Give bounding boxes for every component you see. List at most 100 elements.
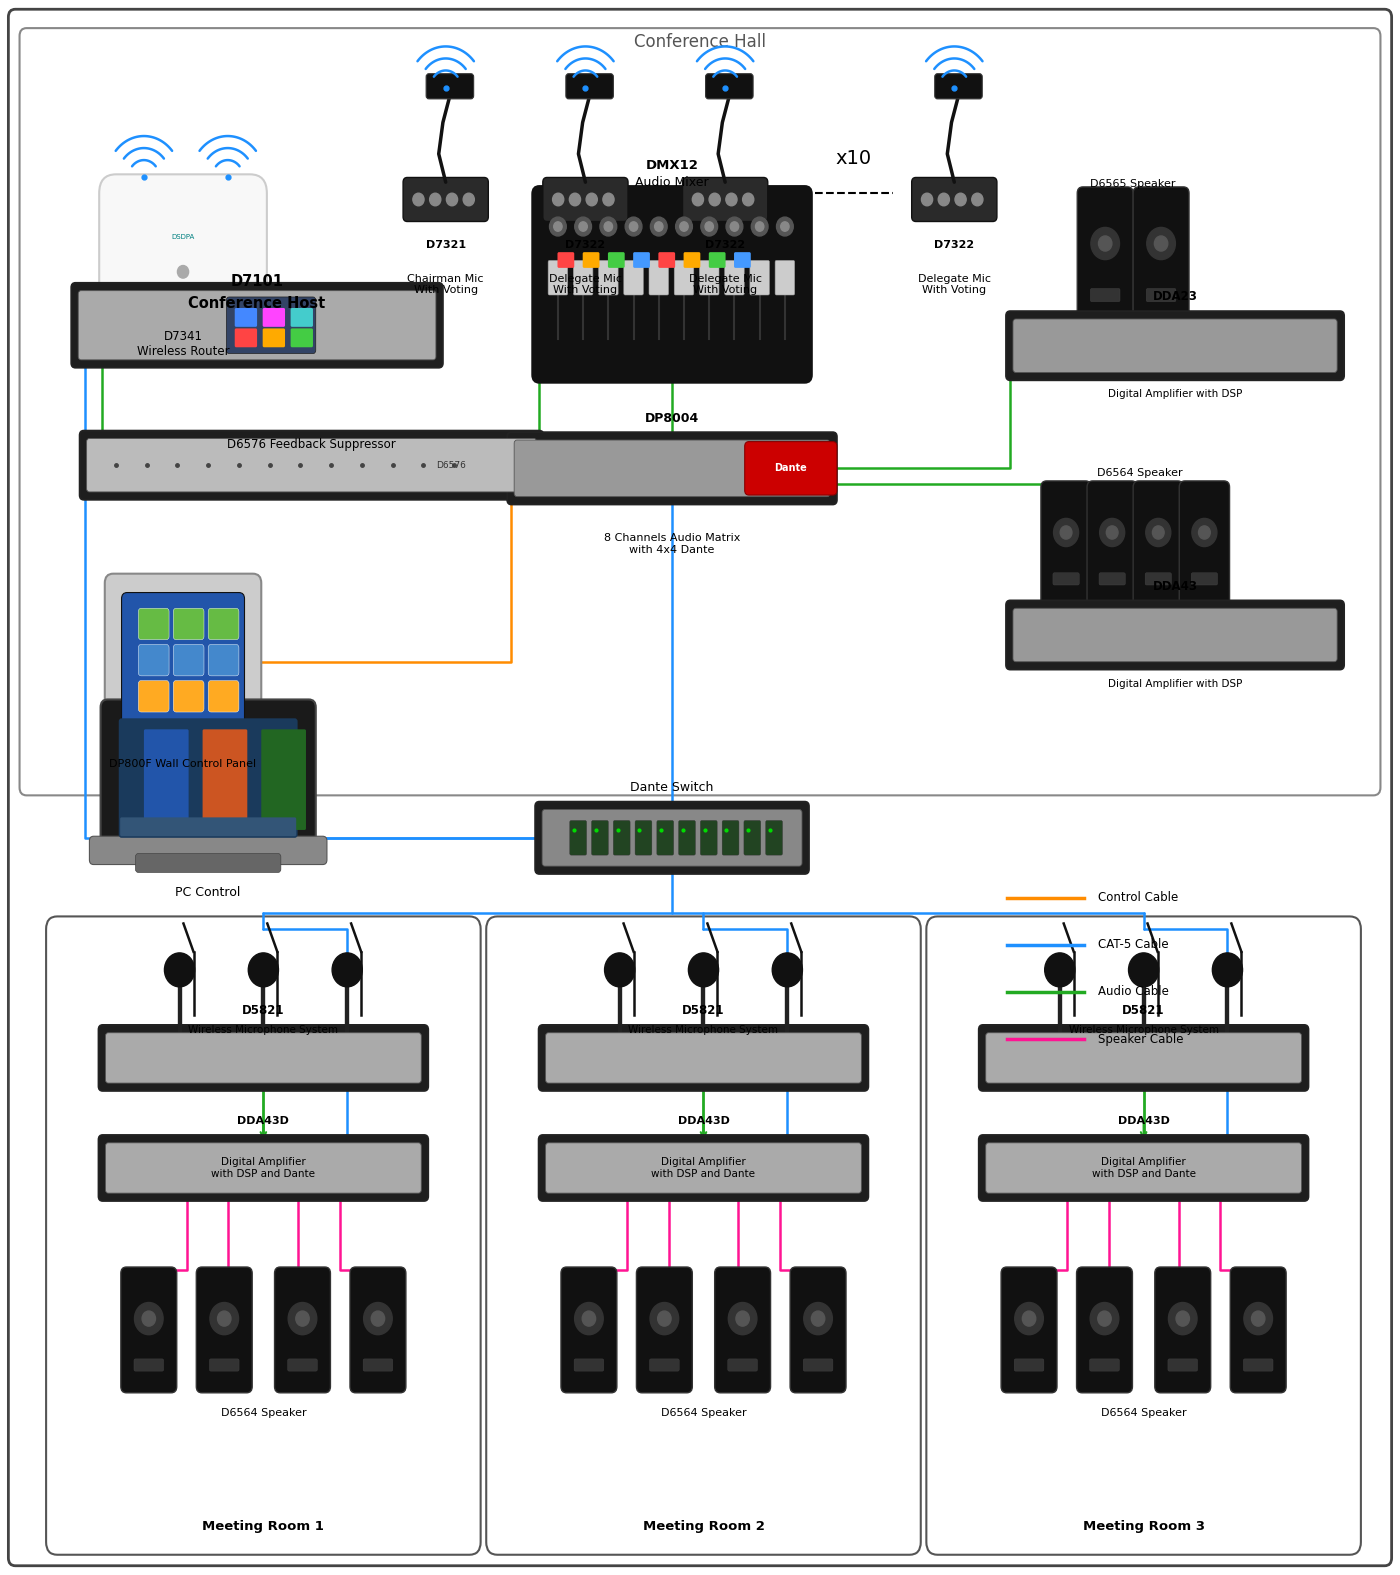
FancyBboxPatch shape [1133,480,1183,606]
FancyBboxPatch shape [120,817,297,836]
Text: Audio Cable: Audio Cable [1098,986,1169,999]
FancyBboxPatch shape [80,430,543,499]
Circle shape [731,222,739,232]
Text: Delegate Mic
With Voting: Delegate Mic With Voting [549,274,622,295]
Circle shape [752,217,769,236]
FancyBboxPatch shape [1168,1359,1197,1372]
FancyBboxPatch shape [134,1359,164,1372]
Circle shape [1243,1303,1273,1334]
FancyBboxPatch shape [574,260,594,295]
Circle shape [777,217,794,236]
Circle shape [605,953,634,988]
FancyBboxPatch shape [262,729,307,830]
FancyBboxPatch shape [743,821,760,855]
FancyBboxPatch shape [650,260,669,295]
Circle shape [364,1303,392,1334]
FancyBboxPatch shape [700,260,720,295]
Circle shape [680,222,689,232]
FancyBboxPatch shape [549,260,567,295]
Circle shape [1252,1310,1264,1326]
Circle shape [1098,1310,1112,1326]
FancyBboxPatch shape [486,917,921,1555]
FancyBboxPatch shape [174,680,204,712]
FancyBboxPatch shape [78,291,435,359]
FancyBboxPatch shape [98,1025,428,1091]
Text: Digital Amplifier
with DSP and Dante: Digital Amplifier with DSP and Dante [1092,1158,1196,1178]
Circle shape [1022,1310,1036,1326]
Text: D6564 Speaker: D6564 Speaker [221,1408,307,1418]
FancyBboxPatch shape [426,74,473,99]
FancyBboxPatch shape [700,821,717,855]
Text: Audio Mixer: Audio Mixer [636,176,708,189]
Text: DDA43D: DDA43D [238,1115,290,1126]
FancyBboxPatch shape [139,608,169,639]
Circle shape [1106,526,1119,539]
FancyBboxPatch shape [728,1359,757,1372]
Circle shape [605,222,613,232]
FancyBboxPatch shape [90,836,328,865]
Text: Speaker Cable: Speaker Cable [1098,1033,1184,1046]
Text: D7322: D7322 [934,239,974,250]
FancyBboxPatch shape [263,329,286,346]
Text: Delegate Mic
With Voting: Delegate Mic With Voting [689,274,762,295]
FancyBboxPatch shape [714,1266,770,1392]
FancyBboxPatch shape [599,260,619,295]
FancyBboxPatch shape [8,9,1392,1566]
Text: D7341
Wireless Router: D7341 Wireless Router [137,331,230,358]
FancyBboxPatch shape [725,260,745,295]
Text: x10: x10 [836,150,872,169]
Text: D5821: D5821 [242,1005,284,1017]
FancyBboxPatch shape [582,252,599,268]
FancyBboxPatch shape [136,854,281,873]
Circle shape [804,1303,833,1334]
FancyBboxPatch shape [1077,1266,1133,1392]
FancyBboxPatch shape [46,917,480,1555]
Circle shape [141,1310,155,1326]
Text: PC Control: PC Control [175,887,241,899]
Circle shape [1147,227,1176,260]
Circle shape [1191,518,1217,547]
FancyBboxPatch shape [986,1033,1302,1084]
Circle shape [650,1303,679,1334]
Circle shape [210,1303,238,1334]
Circle shape [689,953,718,988]
Circle shape [554,222,561,232]
FancyBboxPatch shape [291,309,314,328]
FancyBboxPatch shape [935,74,983,99]
FancyBboxPatch shape [979,1025,1309,1091]
Circle shape [1198,526,1210,539]
FancyBboxPatch shape [1091,288,1120,302]
Circle shape [178,266,189,279]
FancyBboxPatch shape [209,644,239,676]
FancyBboxPatch shape [203,729,248,830]
FancyBboxPatch shape [139,680,169,712]
FancyBboxPatch shape [263,309,286,328]
Circle shape [1099,518,1124,547]
Text: 8 Channels Audio Matrix
with 4x4 Dante: 8 Channels Audio Matrix with 4x4 Dante [603,532,741,554]
Text: Dante Switch: Dante Switch [630,781,714,794]
Circle shape [676,217,693,236]
Circle shape [601,217,617,236]
FancyBboxPatch shape [403,178,489,222]
Circle shape [1176,1310,1190,1326]
Text: DDA43D: DDA43D [678,1115,729,1126]
FancyBboxPatch shape [734,252,750,268]
Circle shape [587,194,598,206]
FancyBboxPatch shape [745,441,837,495]
Text: CAT-5 Cable: CAT-5 Cable [1098,939,1169,951]
FancyBboxPatch shape [546,1033,861,1084]
Circle shape [773,953,802,988]
Circle shape [1091,227,1120,260]
FancyBboxPatch shape [20,28,1380,795]
Circle shape [630,222,638,232]
Text: Wireless Microphone System: Wireless Microphone System [629,1025,778,1035]
FancyBboxPatch shape [1053,573,1079,584]
Text: Meeting Room 3: Meeting Room 3 [1082,1520,1204,1532]
FancyBboxPatch shape [574,1359,603,1372]
Text: DP8004: DP8004 [645,411,699,425]
Circle shape [332,953,363,988]
FancyBboxPatch shape [1007,600,1344,669]
FancyBboxPatch shape [105,1033,421,1084]
FancyBboxPatch shape [539,1025,868,1091]
FancyBboxPatch shape [679,821,696,855]
